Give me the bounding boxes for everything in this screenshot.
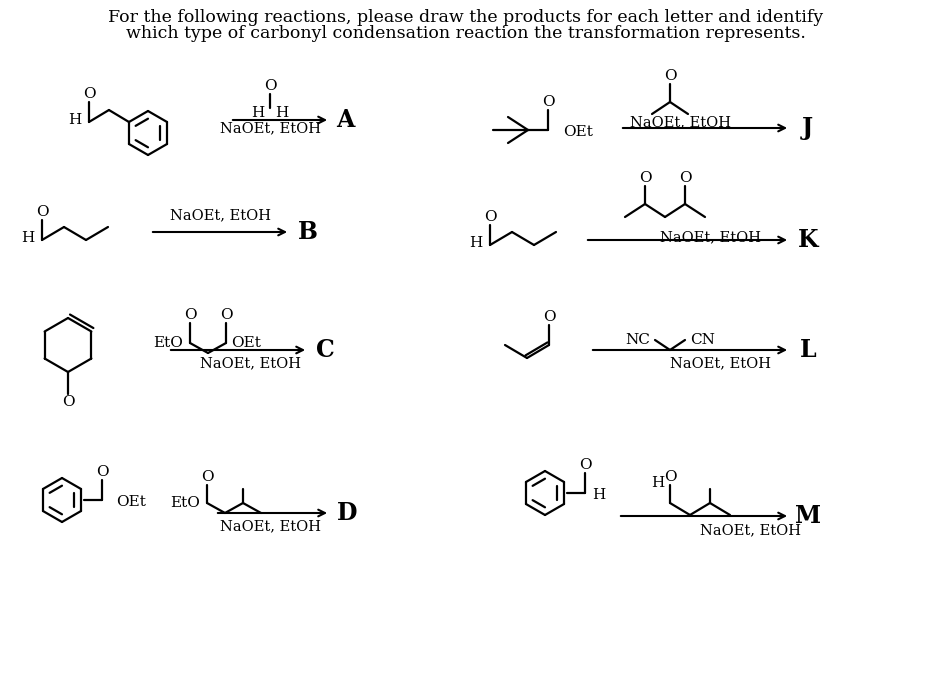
Text: C: C <box>315 338 334 362</box>
Text: O: O <box>219 308 232 322</box>
Text: OEt: OEt <box>231 336 261 350</box>
Text: NC: NC <box>625 333 650 347</box>
Text: O: O <box>35 205 49 219</box>
Text: O: O <box>543 310 555 324</box>
Text: O: O <box>83 87 95 101</box>
Text: O: O <box>96 465 108 479</box>
Text: H: H <box>275 106 288 120</box>
Text: M: M <box>795 504 821 528</box>
Text: NaOEt, EtOH: NaOEt, EtOH <box>219 519 321 533</box>
Text: A: A <box>336 108 355 132</box>
Text: H: H <box>592 488 606 502</box>
Text: For the following reactions, please draw the products for each letter and identi: For the following reactions, please draw… <box>108 8 824 26</box>
Text: H: H <box>251 106 265 120</box>
Text: J: J <box>801 116 813 140</box>
Text: NaOEt, EtOH: NaOEt, EtOH <box>200 356 300 370</box>
Text: H: H <box>651 476 664 490</box>
Text: O: O <box>663 69 676 83</box>
Text: CN: CN <box>690 333 715 347</box>
Text: O: O <box>483 210 496 224</box>
Text: NaOEt, EtOH: NaOEt, EtOH <box>219 121 321 135</box>
Text: NaOEt, EtOH: NaOEt, EtOH <box>700 523 801 537</box>
Text: H: H <box>469 236 482 250</box>
Text: O: O <box>264 79 276 93</box>
Text: H: H <box>21 231 35 245</box>
Text: NaOEt, EtOH: NaOEt, EtOH <box>170 208 271 222</box>
Text: B: B <box>298 220 318 244</box>
Text: O: O <box>639 171 651 185</box>
Text: O: O <box>184 308 196 322</box>
Text: K: K <box>798 228 818 252</box>
Text: EtO: EtO <box>153 336 183 350</box>
Text: O: O <box>578 458 592 472</box>
Text: NaOEt, EtOH: NaOEt, EtOH <box>670 356 771 370</box>
Text: O: O <box>542 95 554 109</box>
Text: D: D <box>337 501 357 525</box>
Text: NaOEt, EtOH: NaOEt, EtOH <box>630 115 731 129</box>
Text: which type of carbonyl condensation reaction the transformation represents.: which type of carbonyl condensation reac… <box>126 26 806 42</box>
Text: O: O <box>678 171 691 185</box>
Text: L: L <box>800 338 816 362</box>
Text: O: O <box>62 395 75 409</box>
Text: O: O <box>201 470 214 484</box>
Text: OEt: OEt <box>116 495 146 509</box>
Text: EtO: EtO <box>170 496 200 510</box>
Text: NaOEt, EtOH: NaOEt, EtOH <box>660 230 760 244</box>
Text: O: O <box>663 470 676 484</box>
Text: OEt: OEt <box>563 125 592 139</box>
Text: H: H <box>68 113 81 127</box>
